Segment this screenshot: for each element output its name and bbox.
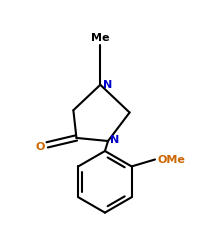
- Text: O: O: [35, 142, 45, 152]
- Text: N: N: [110, 135, 119, 145]
- Text: OMe: OMe: [157, 155, 184, 165]
- Text: N: N: [103, 80, 112, 90]
- Text: Me: Me: [91, 33, 109, 43]
